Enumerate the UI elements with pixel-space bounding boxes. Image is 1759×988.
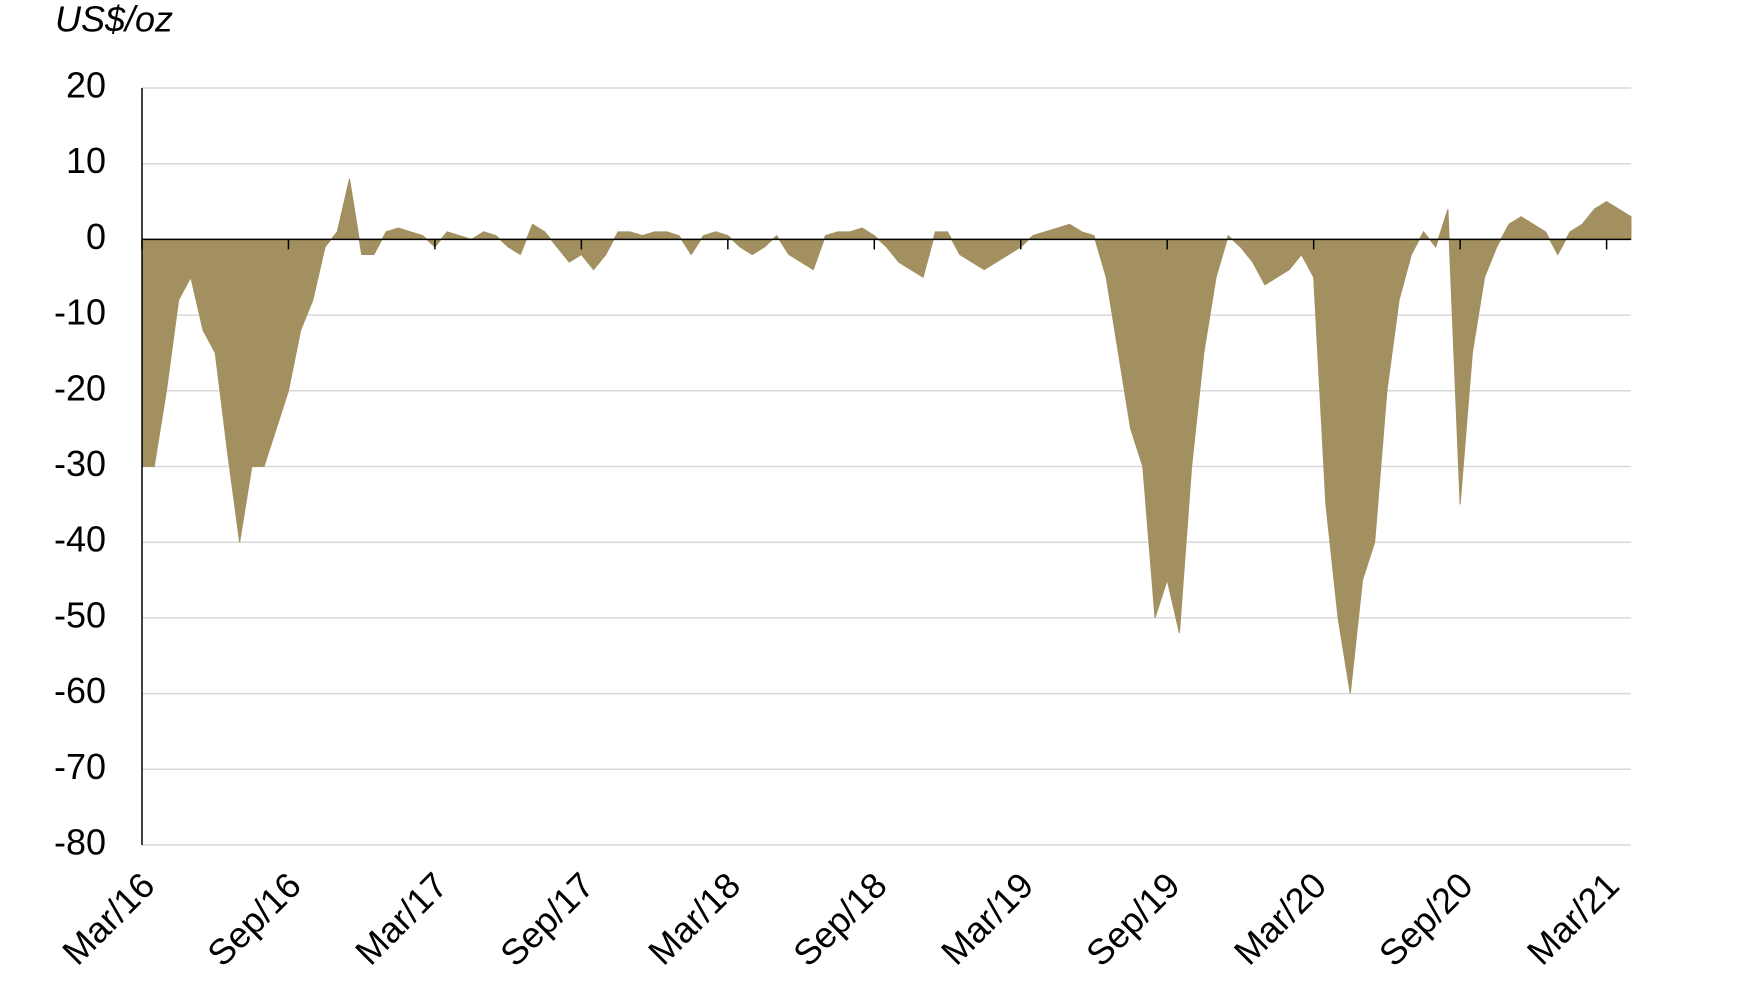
y-tick-label: -60 [54, 670, 106, 711]
x-tick-label: Sep/20 [1371, 864, 1481, 974]
y-tick-label: -70 [54, 746, 106, 787]
y-tick-label: -80 [54, 822, 106, 863]
x-tick-label: Sep/17 [492, 864, 602, 974]
x-tick-label: Sep/18 [785, 864, 895, 974]
y-tick-label: 10 [66, 140, 106, 181]
x-tick-label: Sep/19 [1078, 864, 1188, 974]
y-tick-label: 0 [86, 216, 106, 257]
y-tick-label: -40 [54, 519, 106, 560]
y-tick-label: -50 [54, 594, 106, 635]
x-tick-label: Mar/18 [640, 864, 748, 972]
y-tick-label: 20 [66, 65, 106, 106]
y-tick-label: -30 [54, 443, 106, 484]
x-tick-label: Mar/16 [54, 864, 162, 972]
x-tick-label: Sep/16 [199, 864, 309, 974]
axis-unit-title: US$/oz [55, 0, 173, 40]
x-tick-label: Mar/21 [1519, 864, 1627, 972]
y-tick-label: -10 [54, 292, 106, 333]
x-tick-label: Mar/19 [933, 864, 1041, 972]
x-tick-label: Mar/17 [347, 864, 455, 972]
y-tick-label: -20 [54, 367, 106, 408]
x-tick-label: Mar/20 [1226, 864, 1334, 972]
area [141, 178, 1632, 694]
